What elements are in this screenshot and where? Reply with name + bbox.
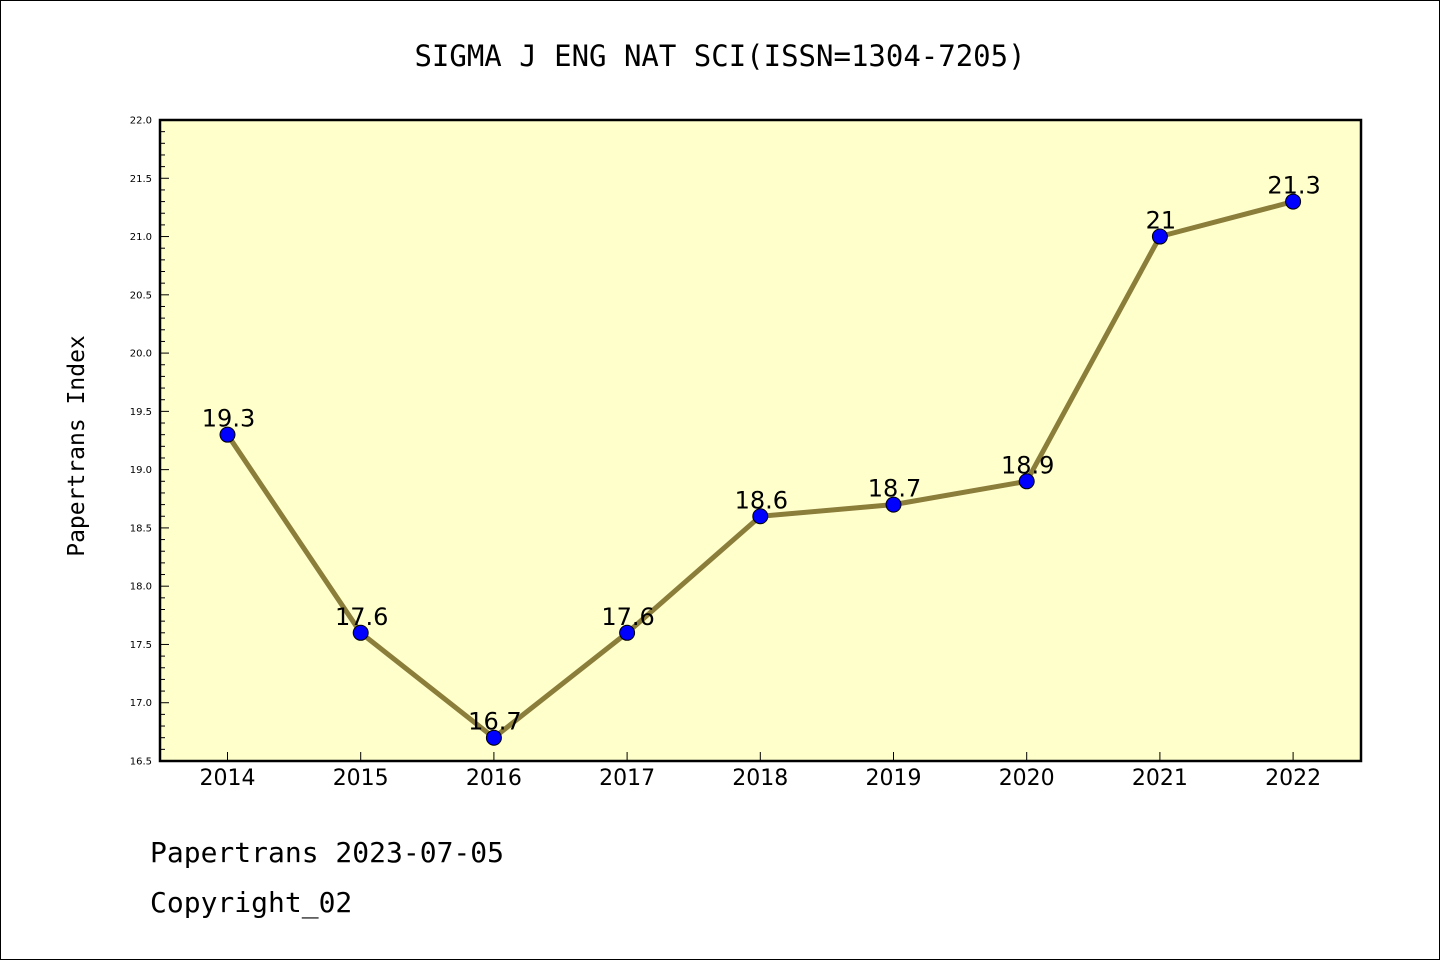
y-tick-label: 21.0 (130, 232, 152, 243)
chart-title: SIGMA J ENG NAT SCI(ISSN=1304-7205) (414, 39, 1025, 73)
x-tick-label: 2019 (866, 766, 922, 791)
y-tick-label: 20.5 (130, 290, 152, 301)
x-tick-label: 2016 (466, 766, 522, 791)
y-tick-label: 20.0 (130, 349, 152, 360)
data-point (885, 496, 902, 513)
x-axis: 2014 2015 2016 2017 2018 2019 2020 2021 2022 (200, 752, 1321, 791)
y-tick-label: 17.5 (130, 640, 152, 651)
data-label: 16.7 (468, 708, 521, 736)
y-tick-label: 19.5 (130, 407, 152, 418)
y-tick-label: 18.0 (130, 582, 152, 593)
data-point (619, 624, 636, 641)
y-tick-label: 17.0 (130, 698, 152, 709)
data-label: 21 (1146, 207, 1177, 235)
x-tick-label: 2022 (1265, 766, 1321, 791)
y-tick-label: 16.5 (130, 757, 152, 768)
y-tick-label: 18.5 (130, 523, 152, 534)
y-tick-label: 21.5 (130, 174, 152, 185)
data-points (219, 193, 1302, 746)
x-tick-label: 2015 (333, 766, 389, 791)
data-label: 17.6 (335, 603, 388, 631)
data-point (1151, 228, 1168, 245)
x-tick-label: 2018 (732, 766, 788, 791)
y-axis-label: Papertrans Index (64, 335, 90, 557)
plot-area (160, 120, 1361, 761)
y-tick-label: 22.0 (130, 116, 152, 127)
data-label: 18.6 (735, 486, 788, 514)
data-point (1285, 193, 1302, 210)
data-point (752, 508, 769, 525)
y-tick-label: 19.0 (130, 465, 152, 476)
x-tick-label: 2014 (200, 766, 256, 791)
data-point (219, 426, 236, 443)
footer-copyright: Copyright_02 (150, 886, 353, 919)
x-tick-label: 2020 (999, 766, 1055, 791)
data-label: 17.6 (601, 603, 654, 631)
data-label: 18.9 (1001, 451, 1054, 479)
x-tick-label: 2021 (1132, 766, 1188, 791)
footer-date-line: Papertrans 2023-07-05 (150, 836, 505, 869)
data-point (485, 729, 502, 746)
x-tick-label: 2017 (599, 766, 655, 791)
data-labels: 19.3 17.6 16.7 17.6 18.6 18.7 18.9 21 21.3 (202, 172, 1321, 736)
data-label: 21.3 (1267, 172, 1320, 200)
plot-border (158, 118, 1363, 763)
data-label: 19.3 (202, 405, 255, 433)
data-point (352, 624, 369, 641)
data-point (1018, 473, 1035, 490)
data-label: 18.7 (868, 475, 921, 503)
